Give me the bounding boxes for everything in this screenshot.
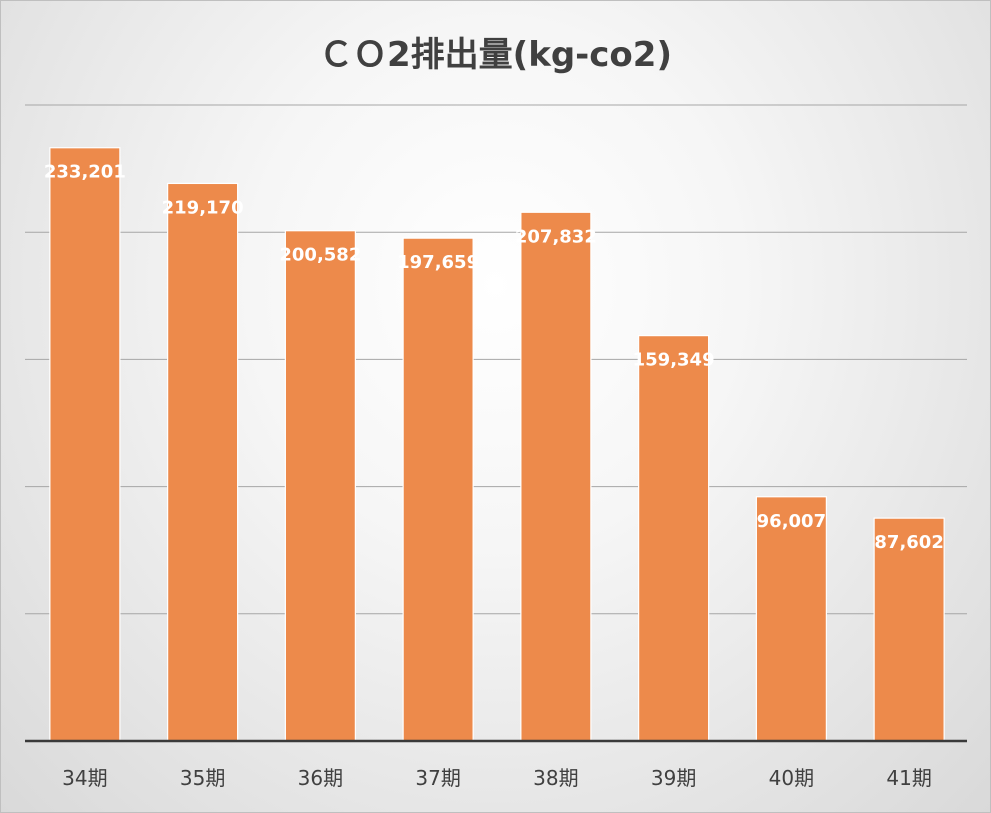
bar-39期 xyxy=(638,335,710,742)
bar-38期 xyxy=(520,211,592,742)
bar-34期 xyxy=(49,147,121,742)
data-label: 200,582 xyxy=(279,245,361,266)
data-label: 233,201 xyxy=(44,162,126,183)
data-label: 87,602 xyxy=(874,532,943,553)
x-tick-label: 35期 xyxy=(180,766,225,790)
data-label: 96,007 xyxy=(757,511,826,532)
bar-36期 xyxy=(284,230,356,742)
bar-35期 xyxy=(167,182,239,742)
bar-37期 xyxy=(402,237,474,742)
data-label: 159,349 xyxy=(633,350,715,371)
x-tick-label: 37期 xyxy=(415,766,460,790)
bar-40期 xyxy=(755,496,827,742)
x-tick-label: 36期 xyxy=(298,766,343,790)
x-tick-label: 40期 xyxy=(769,766,814,790)
x-tick-label: 39期 xyxy=(651,766,696,790)
data-label: 207,832 xyxy=(515,226,597,247)
data-label: 219,170 xyxy=(162,197,244,218)
data-label: 197,659 xyxy=(397,252,479,273)
chart-title: ＣＯ2排出量(kg-co2) xyxy=(319,35,672,75)
x-tick-label: 41期 xyxy=(886,766,931,790)
x-tick-label: 38期 xyxy=(533,766,578,790)
x-tick-label: 34期 xyxy=(62,766,107,790)
bar-41期 xyxy=(873,517,945,742)
